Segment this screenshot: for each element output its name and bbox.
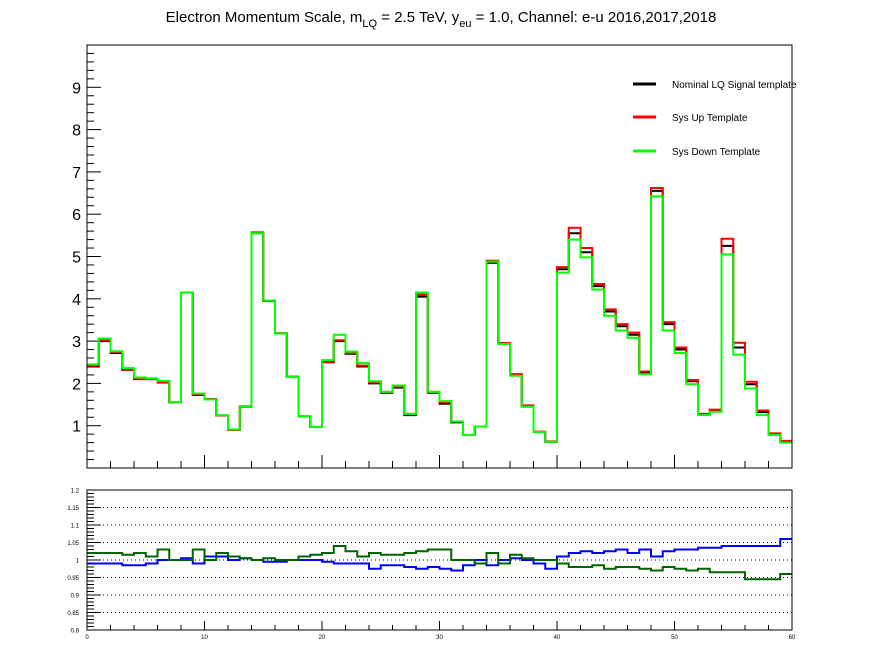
lower-x-tick-label: 0 bbox=[85, 635, 89, 641]
ratio-series-1-line bbox=[87, 545, 792, 581]
upper-pad: 1 2 3 4 5 6 7 8 9 bbox=[72, 44, 793, 469]
title-part-3: = 1.0, Channel: e-u 2016,2017,2018 bbox=[472, 9, 717, 26]
lower-grid bbox=[87, 507, 792, 613]
lower-x-tick-label: 40 bbox=[554, 635, 561, 641]
chart-title: Electron Momentum Scale, mLQ = 2.5 TeV, … bbox=[166, 9, 717, 30]
lower-x-tick-label: 20 bbox=[319, 635, 326, 641]
title-part-2: = 2.5 TeV, y bbox=[377, 9, 460, 26]
lower-y-tick-label: 1.05 bbox=[67, 541, 79, 547]
upper-series bbox=[87, 186, 792, 444]
title-subscript-eu: eu bbox=[459, 18, 471, 30]
lower-x-tick-label: 60 bbox=[789, 635, 796, 641]
lower-series bbox=[87, 538, 792, 581]
lower-y-tick-label: 1.2 bbox=[71, 489, 80, 495]
lower-frame bbox=[86, 489, 793, 631]
upper-y-tick-label: 4 bbox=[72, 292, 81, 309]
upper-y-tick-label: 8 bbox=[72, 123, 81, 140]
upper-y-tick-label: 9 bbox=[72, 80, 81, 97]
lower-y-tick-label: 1 bbox=[76, 559, 80, 565]
lower-x-tick-label: 10 bbox=[201, 635, 208, 641]
lower-x-tick-label: 50 bbox=[671, 635, 678, 641]
lower-y-tick-label: 0.85 bbox=[67, 611, 79, 617]
legend-label-2: Sys Down Template bbox=[672, 147, 761, 158]
upper-y-tick-label: 7 bbox=[72, 165, 81, 182]
title-part-1: Electron Momentum Scale, m bbox=[166, 9, 363, 26]
lower-y-tick-label: 1.15 bbox=[67, 506, 79, 512]
lower-pad: 0.8 0.85 0.9 0.95 1 1.05 1.1 1.15 1.2 0 10 20 30 40 50… bbox=[67, 489, 796, 642]
upper-y-tick-label: 3 bbox=[72, 334, 81, 351]
lower-x-tick-label: 30 bbox=[436, 635, 443, 641]
lower-y-tick-label: 1.1 bbox=[71, 524, 80, 530]
upper-y-tick-label: 2 bbox=[72, 376, 81, 393]
lower-y-tick-label: 0.9 bbox=[71, 594, 80, 600]
upper-y-tick-label: 1 bbox=[72, 419, 81, 436]
title-subscript-lq: LQ bbox=[362, 18, 377, 30]
legend-label-0: Nominal LQ Signal template bbox=[672, 80, 797, 91]
upper-frame bbox=[86, 44, 793, 469]
legend-label-1: Sys Up Template bbox=[672, 113, 748, 124]
lower-y-tick-label: 0.95 bbox=[67, 576, 79, 582]
upper-y-tick-label: 6 bbox=[72, 207, 81, 224]
upper-y-tick-label: 5 bbox=[72, 250, 81, 267]
legend: Nominal LQ Signal template Sys Up Templat… bbox=[633, 80, 797, 158]
lower-y-tick-label: 0.8 bbox=[71, 629, 80, 635]
upper-axes: 1 2 3 4 5 6 7 8 9 bbox=[72, 52, 793, 468]
upper-series-2-line bbox=[87, 195, 792, 444]
lower-axes: 0.8 0.85 0.9 0.95 1 1.05 1.1 1.15 1.2 0 10 20 30 40 50… bbox=[67, 489, 796, 642]
